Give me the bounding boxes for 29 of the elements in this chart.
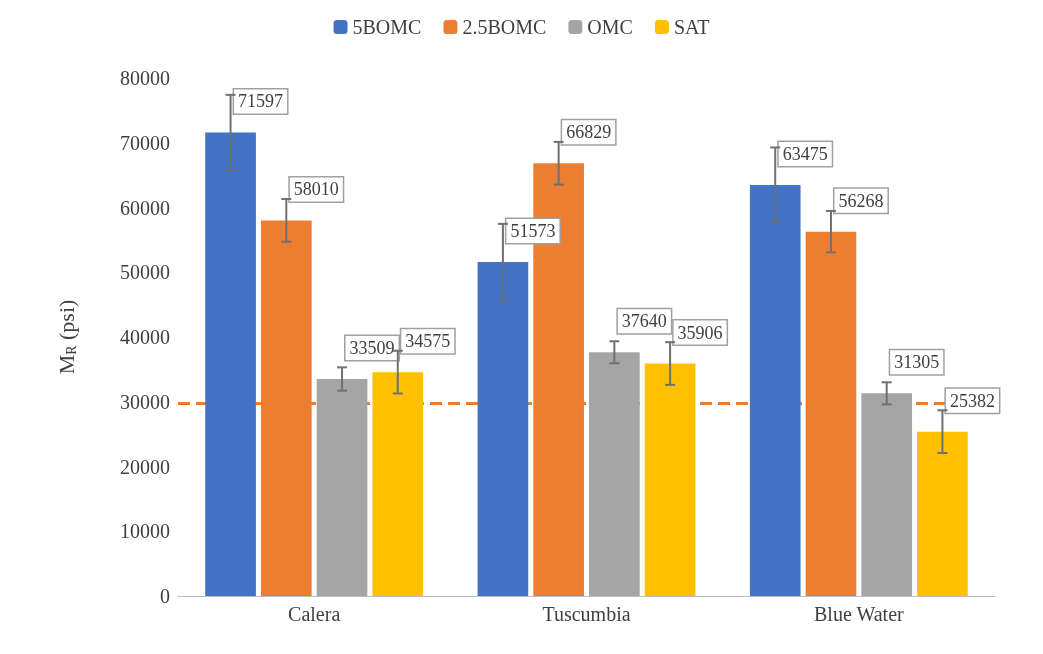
y-tick-label: 20000 (120, 455, 170, 478)
x-tick-label: Blue Water (814, 603, 904, 625)
y-tick-label: 10000 (120, 520, 170, 543)
y-tick-label: 50000 (120, 261, 170, 284)
data-label: 58010 (293, 179, 339, 200)
data-label: 63475 (782, 144, 828, 164)
data-label: 34575 (405, 331, 451, 352)
data-label: 25382 (949, 390, 995, 411)
x-tick-label: Calera (288, 603, 341, 625)
legend-label: 2.5BOMC (462, 16, 547, 38)
data-label: 31305 (894, 352, 940, 373)
legend-label: SAT (673, 16, 710, 38)
data-label: 66829 (566, 122, 612, 143)
x-tick-label: Tuscumbia (542, 603, 631, 625)
y-tick-label: 0 (160, 585, 170, 607)
y-tick-label: 40000 (120, 326, 170, 348)
data-label: 51573 (510, 221, 556, 242)
data-label: 56268 (838, 190, 884, 211)
y-tick-label: 60000 (120, 196, 170, 219)
y-tick-label: 30000 (120, 390, 170, 413)
y-axis-title: MR (psi) (53, 299, 79, 375)
legend-label: OMC (587, 16, 633, 38)
legend-label: 5BOMC (352, 16, 422, 38)
data-label: 71597 (238, 91, 284, 112)
data-label: 35906 (677, 322, 723, 343)
data-label: 37640 (621, 311, 667, 332)
data-label: 33509 (349, 338, 395, 359)
y-tick-label: 80000 (120, 67, 170, 89)
y-tick-label: 70000 (120, 131, 170, 154)
